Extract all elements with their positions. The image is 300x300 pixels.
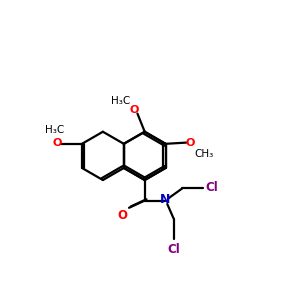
Text: O: O bbox=[117, 209, 127, 222]
Text: Cl: Cl bbox=[167, 243, 180, 256]
Text: O: O bbox=[129, 105, 139, 115]
Text: CH₃: CH₃ bbox=[194, 149, 214, 159]
Text: O: O bbox=[186, 138, 195, 148]
Text: H₃C: H₃C bbox=[45, 125, 64, 135]
Text: N: N bbox=[160, 193, 170, 206]
Text: Cl: Cl bbox=[206, 181, 218, 194]
Text: O: O bbox=[53, 138, 62, 148]
Text: H₃C: H₃C bbox=[111, 96, 130, 106]
